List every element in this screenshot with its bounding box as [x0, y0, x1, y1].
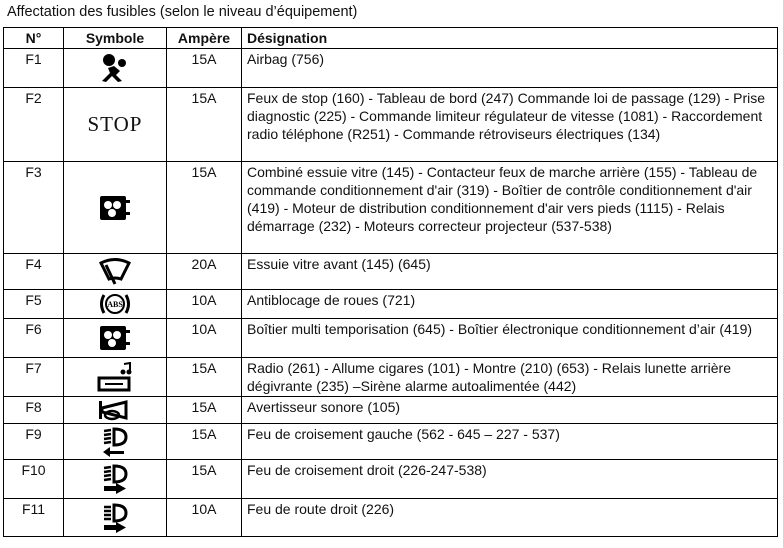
table-row: F10 15A Feu de croisement droit (226-247…: [3, 459, 778, 499]
fan-heater-icon: [69, 324, 161, 352]
radio-icon: [69, 362, 161, 392]
designation-text: Avertisseur sonore (105): [241, 396, 778, 424]
header-designation: Désignation: [241, 27, 778, 49]
stop-symbol: STOP: [87, 111, 143, 136]
symbol-cell: STOP: [63, 87, 167, 162]
ampere-value: 20A: [166, 253, 242, 290]
symbol-cell: [63, 396, 167, 424]
designation-text: Combiné essuie vitre (145) - Contacteur …: [241, 161, 778, 254]
symbol-cell: [63, 498, 167, 537]
ampere-value: 15A: [166, 161, 242, 254]
table-row: F7 15A Radio (261) - Allume cigares (101…: [3, 357, 778, 397]
designation-text: Radio (261) - Allume cigares (101) - Mon…: [241, 357, 778, 397]
symbol-cell: [63, 161, 167, 254]
fuse-number: F2: [3, 87, 64, 162]
table-row: F1 15A Airbag (756): [3, 48, 778, 88]
ampere-value: 15A: [166, 48, 242, 88]
abs-icon: ABS: [69, 291, 161, 317]
ampere-value: 15A: [166, 357, 242, 397]
ampere-value: 15A: [166, 87, 242, 162]
ampere-value: 10A: [166, 318, 242, 358]
symbol-cell: [63, 253, 167, 290]
fuse-number: F9: [3, 423, 64, 460]
airbag-icon: [69, 53, 161, 83]
fuse-number: F5: [3, 289, 64, 319]
fuse-number: F3: [3, 161, 64, 254]
designation-text: Airbag (756): [241, 48, 778, 88]
windshield-wiper-icon: [69, 257, 161, 287]
header-symbole: Symbole: [63, 27, 167, 49]
fuse-number: F4: [3, 253, 64, 290]
ampere-value: 15A: [166, 423, 242, 460]
table-row: F2 STOP 15A Feux de stop (160) - Tableau…: [3, 87, 778, 162]
table-row: F4 20A Essuie vitre avant (145) (645): [3, 253, 778, 290]
fuse-table: N° Symbole Ampère Désignation F1 15A Air…: [3, 27, 778, 537]
table-row: F11 10A Feu de route droit (226): [3, 498, 778, 537]
designation-text: Antiblocage de roues (721): [241, 289, 778, 319]
symbol-cell: [63, 357, 167, 397]
designation-text: Feu de croisement gauche (562 - 645 – 22…: [241, 423, 778, 460]
header-ampere: Ampère: [166, 27, 242, 49]
symbol-cell: [63, 318, 167, 358]
table-row: F6 10A Boîtier multi temporisation (645)…: [3, 318, 778, 358]
symbol-cell: [63, 423, 167, 460]
fuse-number: F1: [3, 48, 64, 88]
fuse-number: F11: [3, 498, 64, 537]
ampere-value: 10A: [166, 289, 242, 319]
low-beam-right-icon: [69, 464, 161, 494]
designation-text: Feu de route droit (226): [241, 498, 778, 537]
ampere-value: 15A: [166, 459, 242, 499]
table-row: F5 ABS 10A Antiblocage de roues (721): [3, 289, 778, 319]
high-beam-right-icon: [69, 502, 161, 533]
fuse-number: F7: [3, 357, 64, 397]
symbol-cell: [63, 459, 167, 499]
fuse-number: F8: [3, 396, 64, 424]
low-beam-left-icon: [69, 426, 161, 457]
fan-heater-icon: [69, 194, 161, 222]
designation-text: Feux de stop (160) - Tableau de bord (24…: [241, 87, 778, 162]
designation-text: Essuie vitre avant (145) (645): [241, 253, 778, 290]
table-header: N° Symbole Ampère Désignation: [3, 27, 778, 49]
ampere-value: 10A: [166, 498, 242, 537]
designation-text: Feu de croisement droit (226-247-538): [241, 459, 778, 499]
svg-text:ABS: ABS: [107, 300, 123, 309]
fuse-number: F10: [3, 459, 64, 499]
symbol-cell: ABS: [63, 289, 167, 319]
table-row: F3 15A Combiné essuie vitre (145) - Cont…: [3, 161, 778, 254]
ampere-value: 15A: [166, 396, 242, 424]
symbol-cell: [63, 48, 167, 88]
fuse-number: F6: [3, 318, 64, 358]
table-row: F8 15A Avertisseur sonore (105): [3, 396, 778, 424]
table-row: F9 15A Feu de croisement gauche (562 - 6…: [3, 423, 778, 460]
header-n: N°: [3, 27, 64, 49]
horn-icon: [69, 398, 161, 422]
page-title: Affectation des fusibles (selon le nivea…: [7, 4, 358, 20]
designation-text: Boîtier multi temporisation (645) - Boît…: [241, 318, 778, 358]
